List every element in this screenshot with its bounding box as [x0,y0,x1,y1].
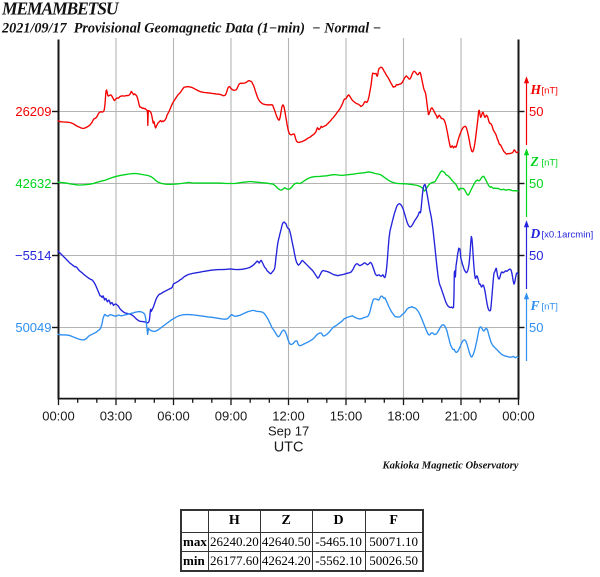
svg-text:H: H [530,82,542,97]
svg-text:50049: 50049 [15,320,51,335]
svg-text:Z: Z [530,154,539,169]
svg-text:42632: 42632 [15,176,51,191]
svg-text:18:00: 18:00 [387,409,420,424]
svg-text:[nT]: [nT] [542,302,558,313]
svg-text:06:00: 06:00 [157,409,190,424]
svg-text:Kakioka Magnetic Observatory: Kakioka Magnetic Observatory [382,461,519,472]
svg-text:Sep 17: Sep 17 [268,424,309,439]
svg-text:[nT]: [nT] [542,158,558,169]
svg-text:00:00: 00:00 [42,409,75,424]
svg-text:09:00: 09:00 [215,409,248,424]
svg-text:D: D [530,226,541,241]
svg-text:2021/09/17 Provisional Geomag: 2021/09/17 Provisional Geomagnetic Data … [1,21,381,37]
svg-text:50: 50 [529,320,543,335]
svg-text:00:00: 00:00 [502,409,535,424]
svg-text:50: 50 [529,248,543,263]
svg-text:MEMAMBETSU: MEMAMBETSU [1,0,120,19]
svg-text:[x0.1arcmin]: [x0.1arcmin] [542,230,594,241]
svg-text:21:00: 21:00 [445,409,478,424]
svg-text:15:00: 15:00 [330,409,363,424]
svg-text:−5514: −5514 [15,248,52,263]
svg-text:50: 50 [529,176,543,191]
svg-text:F: F [530,298,540,313]
svg-text:03:00: 03:00 [100,409,133,424]
svg-text:UTC: UTC [274,440,304,456]
svg-text:50: 50 [529,104,543,119]
svg-text:12:00: 12:00 [272,409,305,424]
svg-text:26209: 26209 [15,104,51,119]
svg-text:[nT]: [nT] [542,86,558,97]
